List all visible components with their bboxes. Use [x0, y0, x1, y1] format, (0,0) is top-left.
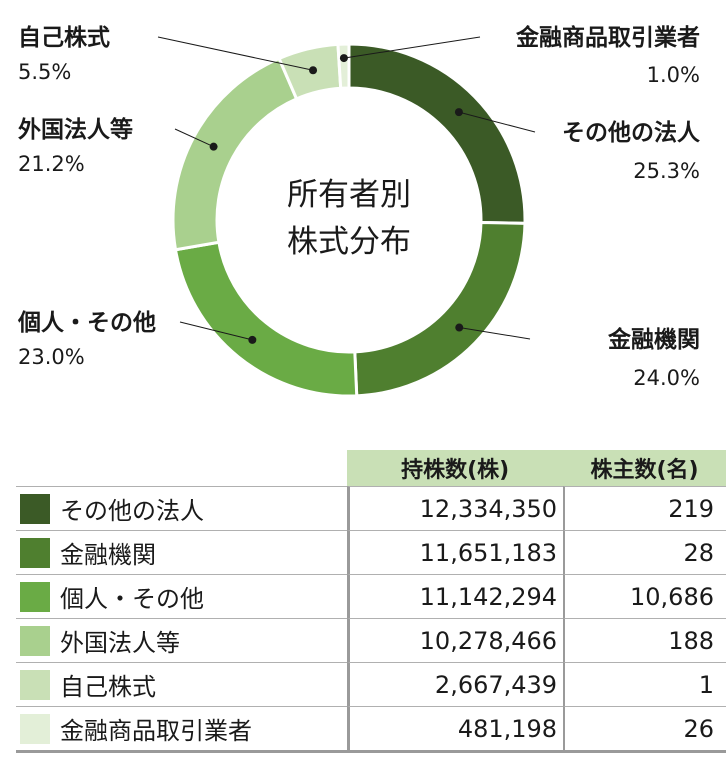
leader-dot-1	[454, 108, 463, 117]
slice-label-value-2: 24.0%	[633, 366, 700, 390]
legend-swatch	[20, 713, 50, 744]
table-row: その他の法人 12,334,350 219	[16, 486, 726, 530]
shareholder-table: 持株数(株) 株主数(名) その他の法人 12,334,350 219 金融機関 11,…	[16, 450, 726, 753]
table-row: 外国法人等 10,278,466 188	[16, 618, 726, 662]
slice-label-value-3: 23.0%	[18, 345, 85, 369]
donut-slice-4	[171, 56, 299, 252]
row-category-label: 個人・その他	[60, 585, 204, 613]
leader-line-3	[179, 321, 253, 341]
leader-line-5	[157, 36, 314, 71]
row-category-label: その他の法人	[60, 497, 204, 525]
donut-chart: その他の法人 25.3% 金融機関 24.0% 個人・その他 23.0% 外国法人等 21.2…	[17, 24, 701, 398]
legend-swatch	[20, 537, 50, 568]
row-holders: 219	[563, 486, 726, 530]
leader-dot-4	[209, 142, 218, 151]
row-category-label: 外国法人等	[60, 629, 180, 657]
table-header-blank	[16, 450, 347, 486]
row-holders: 28	[563, 530, 726, 574]
row-category: 金融機関	[16, 530, 348, 574]
row-holders: 188	[563, 618, 726, 662]
slice-label-name-2: 金融機関	[607, 326, 700, 353]
slice-label-name-3: 個人・その他	[17, 310, 156, 336]
row-shares: 11,142,294	[347, 574, 564, 618]
row-shares: 2,667,439	[347, 662, 564, 706]
leader-dot-5	[309, 66, 318, 75]
leader-line-4	[174, 128, 214, 148]
table-row: 自己株式 2,667,439 1	[16, 662, 726, 706]
row-category-label: 金融機関	[60, 541, 156, 569]
slice-label-name-1: その他の法人	[562, 120, 701, 146]
legend-swatch	[20, 669, 50, 700]
row-holders: 1	[563, 662, 726, 706]
row-shares: 12,334,350	[347, 486, 564, 530]
row-shares: 11,651,183	[347, 530, 564, 574]
legend-swatch	[20, 625, 50, 656]
leader-dot-2	[455, 323, 464, 332]
leader-dot-6	[339, 54, 348, 63]
slice-label-value-5: 5.5%	[18, 60, 71, 84]
leader-line-2	[459, 327, 531, 340]
donut-slice-6	[336, 42, 351, 90]
table-row: 個人・その他 11,142,294 10,686	[16, 574, 726, 618]
legend-swatch	[20, 581, 50, 612]
row-category: 金融商品取引業者	[16, 706, 348, 753]
leader-dot-3	[248, 335, 257, 344]
row-holders: 10,686	[563, 574, 726, 618]
leader-line-6	[343, 36, 481, 59]
header-holders: 株主数(名)	[563, 450, 726, 486]
header-shares: 持株数(株)	[347, 450, 564, 486]
slice-label-value-6: 1.0%	[647, 63, 700, 87]
row-category-label: 自己株式	[60, 673, 156, 701]
donut-slice-3	[173, 240, 359, 398]
slice-label-value-4: 21.2%	[18, 152, 85, 176]
legend-swatch	[20, 493, 50, 524]
row-category: 個人・その他	[16, 574, 348, 618]
table-row: 金融商品取引業者 481,198 26	[16, 706, 726, 753]
slice-label-name-6: 金融商品取引業者	[515, 24, 700, 51]
row-shares: 10,278,466	[347, 618, 564, 662]
slice-label-value-1: 25.3%	[633, 159, 700, 183]
slice-label-name-4: 外国法人等	[18, 116, 133, 143]
slice-label-name-5: 自己株式	[18, 24, 110, 51]
row-shares: 481,198	[347, 706, 564, 753]
row-holders: 26	[563, 706, 726, 753]
row-category: 外国法人等	[16, 618, 348, 662]
leader-line-1	[458, 111, 536, 133]
center-title-line2: 株式分布	[287, 224, 411, 260]
table-row: 金融機関 11,651,183 28	[16, 530, 726, 574]
center-title-line1: 所有者別	[287, 177, 411, 213]
row-category: 自己株式	[16, 662, 348, 706]
row-category-label: 金融商品取引業者	[60, 717, 252, 745]
row-category: その他の法人	[16, 486, 348, 530]
